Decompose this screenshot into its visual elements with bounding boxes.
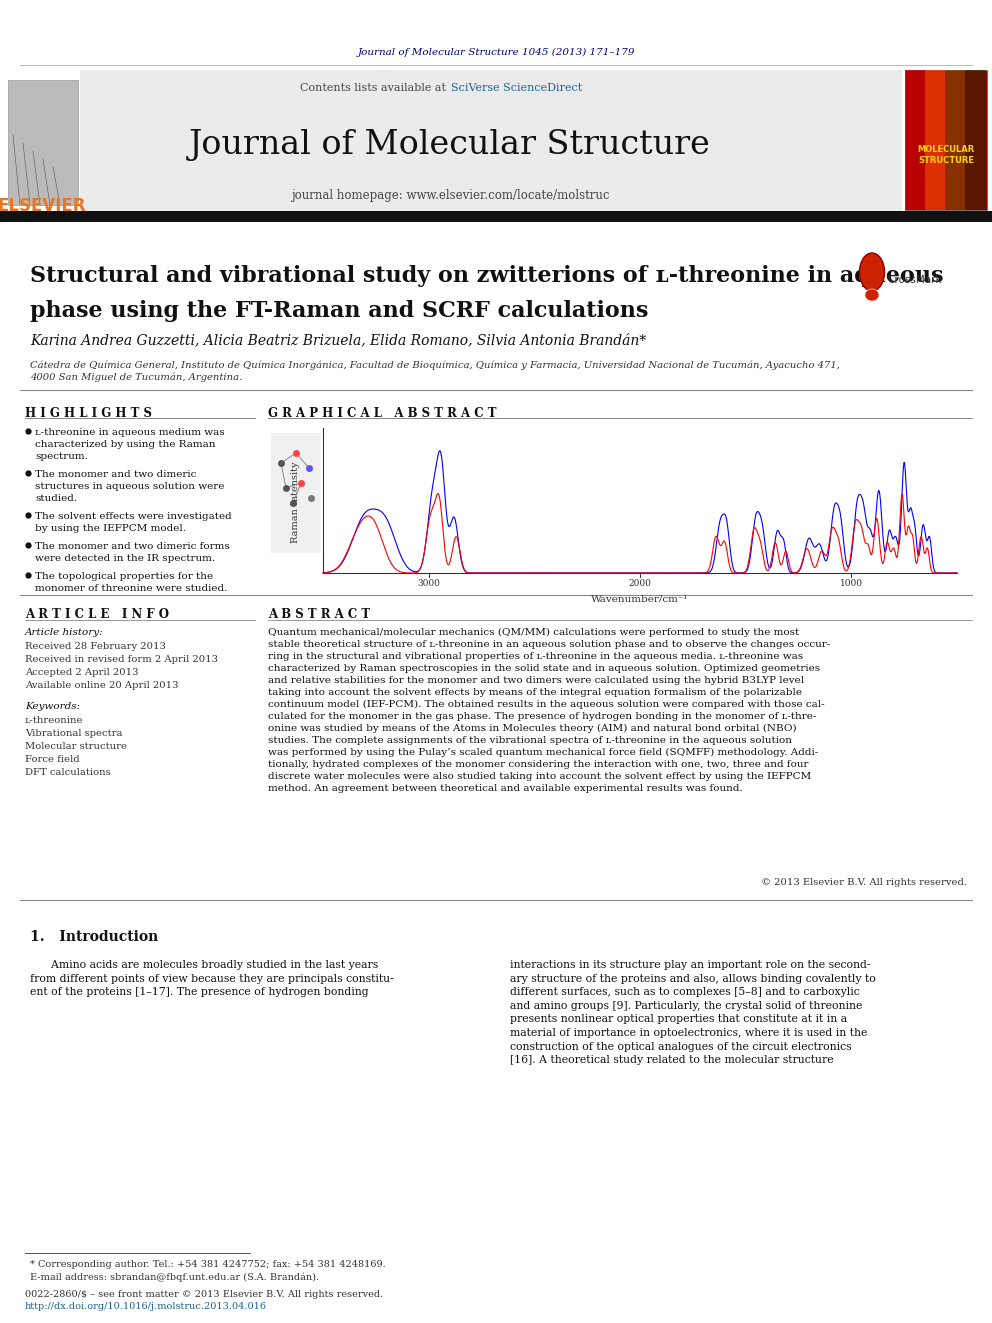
Text: © 2013 Elsevier B.V. All rights reserved.: © 2013 Elsevier B.V. All rights reserved… bbox=[761, 878, 967, 886]
Bar bbox=[0, 210, 992, 222]
Text: ʟ-threonine: ʟ-threonine bbox=[25, 716, 83, 725]
Text: G R A P H I C A L   A B S T R A C T: G R A P H I C A L A B S T R A C T bbox=[268, 407, 497, 419]
Text: Vibrational spectra: Vibrational spectra bbox=[25, 729, 122, 738]
Text: Received in revised form 2 April 2013: Received in revised form 2 April 2013 bbox=[25, 655, 218, 664]
Text: ELSEVIER: ELSEVIER bbox=[0, 197, 86, 216]
Text: The topological properties for the: The topological properties for the bbox=[35, 572, 213, 581]
Text: Quantum mechanical/molecular mechanics (QM/MM) calculations were performed to st: Quantum mechanical/molecular mechanics (… bbox=[268, 628, 830, 792]
Text: monomer of threonine were studied.: monomer of threonine were studied. bbox=[35, 583, 227, 593]
Text: Article history:: Article history: bbox=[25, 628, 103, 636]
Bar bbox=[271, 433, 321, 553]
Text: SciVerse ScienceDirect: SciVerse ScienceDirect bbox=[451, 83, 582, 93]
Text: Received 28 February 2013: Received 28 February 2013 bbox=[25, 642, 166, 651]
Bar bbox=[925, 70, 945, 210]
Ellipse shape bbox=[865, 288, 879, 302]
Text: Journal of Molecular Structure 1045 (2013) 171–179: Journal of Molecular Structure 1045 (201… bbox=[357, 48, 635, 57]
Text: 4000 San Miguel de Tucumán, Argentina.: 4000 San Miguel de Tucumán, Argentina. bbox=[30, 373, 242, 382]
Text: Amino acids are molecules broadly studied in the last years
from different point: Amino acids are molecules broadly studie… bbox=[30, 960, 394, 998]
Text: journal homepage: www.elsevier.com/locate/molstruc: journal homepage: www.elsevier.com/locat… bbox=[291, 188, 609, 201]
Text: 1.   Introduction: 1. Introduction bbox=[30, 930, 159, 945]
Text: 3000: 3000 bbox=[418, 579, 440, 587]
Text: MOLECULAR
STRUCTURE: MOLECULAR STRUCTURE bbox=[918, 146, 974, 165]
Text: structures in aqueous solution were: structures in aqueous solution were bbox=[35, 482, 224, 491]
Text: H I G H L I G H T S: H I G H L I G H T S bbox=[25, 407, 152, 419]
Text: 1000: 1000 bbox=[840, 579, 863, 587]
Text: Molecular structure: Molecular structure bbox=[25, 742, 127, 751]
Text: http://dx.doi.org/10.1016/j.molstruc.2013.04.016: http://dx.doi.org/10.1016/j.molstruc.201… bbox=[25, 1302, 267, 1311]
Text: The monomer and two dimeric forms: The monomer and two dimeric forms bbox=[35, 542, 230, 550]
Text: 0022-2860/$ – see front matter © 2013 Elsevier B.V. All rights reserved.: 0022-2860/$ – see front matter © 2013 El… bbox=[25, 1290, 383, 1299]
Text: Journal of Molecular Structure: Journal of Molecular Structure bbox=[189, 130, 711, 161]
Text: Accepted 2 April 2013: Accepted 2 April 2013 bbox=[25, 668, 139, 677]
Text: Available online 20 April 2013: Available online 20 April 2013 bbox=[25, 681, 179, 691]
Text: characterized by using the Raman: characterized by using the Raman bbox=[35, 441, 215, 448]
Text: DFT calculations: DFT calculations bbox=[25, 767, 111, 777]
Text: The monomer and two dimeric: The monomer and two dimeric bbox=[35, 470, 196, 479]
Text: A R T I C L E   I N F O: A R T I C L E I N F O bbox=[25, 609, 169, 620]
Text: A B S T R A C T: A B S T R A C T bbox=[268, 609, 370, 620]
Text: Contents lists available at: Contents lists available at bbox=[301, 83, 450, 93]
Text: studied.: studied. bbox=[35, 493, 77, 503]
Bar bbox=[905, 70, 987, 210]
Text: were detected in the IR spectrum.: were detected in the IR spectrum. bbox=[35, 554, 215, 564]
Text: The solvent effects were investigated: The solvent effects were investigated bbox=[35, 512, 232, 521]
Text: CrossMark: CrossMark bbox=[887, 275, 941, 284]
Text: Wavenumber/cm⁻¹: Wavenumber/cm⁻¹ bbox=[591, 595, 688, 605]
Bar bbox=[945, 70, 965, 210]
Text: 2000: 2000 bbox=[629, 579, 652, 587]
Text: ʟ-threonine in aqueous medium was: ʟ-threonine in aqueous medium was bbox=[35, 429, 224, 437]
Bar bbox=[80, 70, 902, 216]
Bar bbox=[965, 70, 985, 210]
Bar bbox=[8, 79, 78, 205]
Text: phase using the FT-Raman and SCRF calculations: phase using the FT-Raman and SCRF calcul… bbox=[30, 300, 649, 321]
Text: Structural and vibrational study on zwitterions of ʟ-threonine in aqueous: Structural and vibrational study on zwit… bbox=[30, 265, 943, 287]
Text: E-mail address: sbrandan@fbqf.unt.edu.ar (S.A. Brandán).: E-mail address: sbrandan@fbqf.unt.edu.ar… bbox=[30, 1271, 319, 1282]
Text: Force field: Force field bbox=[25, 755, 79, 763]
Text: spectrum.: spectrum. bbox=[35, 452, 88, 460]
Ellipse shape bbox=[859, 253, 885, 291]
Text: Keywords:: Keywords: bbox=[25, 703, 80, 710]
Text: Cátedra de Química General, Instituto de Química Inorgánica, Facultad de Bioquím: Cátedra de Química General, Instituto de… bbox=[30, 360, 840, 369]
Text: Karina Andrea Guzzetti, Alicia Beatriz Brizuela, Elida Romano, Silvia Antonia Br: Karina Andrea Guzzetti, Alicia Beatriz B… bbox=[30, 333, 646, 347]
Text: Raman Intensity: Raman Intensity bbox=[292, 462, 301, 542]
Text: * Corresponding author. Tel.: +54 381 4247752; fax: +54 381 4248169.: * Corresponding author. Tel.: +54 381 42… bbox=[30, 1259, 386, 1269]
Text: interactions in its structure play an important role on the second-
ary structur: interactions in its structure play an im… bbox=[510, 960, 876, 1065]
Text: by using the IEFPCM model.: by using the IEFPCM model. bbox=[35, 524, 186, 533]
Bar bbox=[905, 70, 925, 210]
